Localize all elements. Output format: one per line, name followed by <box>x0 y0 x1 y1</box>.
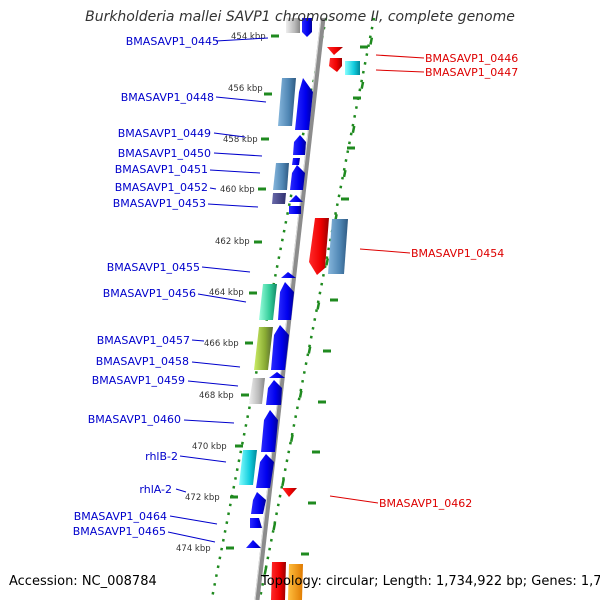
accession-label: Accession: NC_008784 <box>9 574 157 589</box>
gene-label[interactable]: BMASAVP1_0450 <box>118 147 211 160</box>
gene-label[interactable]: BMASAVP1_0464 <box>74 510 167 523</box>
tick-label: 454 kbp <box>231 32 266 42</box>
gene-label[interactable]: BMASAVP1_0455 <box>107 261 200 274</box>
gene-label[interactable]: BMASAVP1_0446 <box>425 52 518 65</box>
gene-label[interactable]: BMASAVP1_0452 <box>115 181 208 194</box>
tick-label: 466 kbp <box>204 339 239 349</box>
gene-0453-arrow <box>289 206 301 214</box>
gene-0459-block <box>249 378 265 404</box>
gene-label[interactable]: BMASAVP1_0456 <box>103 287 196 300</box>
gene-label[interactable]: BMASAVP1_0457 <box>97 334 190 347</box>
gene-label[interactable]: BMASAVP1_0445 <box>126 35 219 48</box>
gene-0456-block <box>259 284 277 320</box>
gene-label[interactable]: BMASAVP1_0448 <box>121 91 214 104</box>
reverse-features <box>271 47 360 600</box>
gene-0448-arrow <box>295 78 313 130</box>
gene-0451-block <box>273 163 289 190</box>
gene-0455-arrow <box>281 272 296 278</box>
gene-0453-block <box>272 193 286 204</box>
gene-0458-arrow <box>269 372 285 378</box>
gene-0449-arrow <box>293 135 306 155</box>
gene-0451-arrow <box>290 165 305 190</box>
gene-0454-block <box>328 219 348 274</box>
rhlA-2-arrow <box>251 492 266 514</box>
gene-label[interactable]: rhlA-2 <box>139 483 172 496</box>
reverse-leaders <box>329 54 425 504</box>
forward-features <box>239 18 313 548</box>
tick-label: 470 kbp <box>192 442 227 452</box>
forward-gene-labels: BMASAVP1_0445 BMASAVP1_0448 BMASAVP1_044… <box>73 35 219 538</box>
gene-label[interactable]: BMASAVP1_0465 <box>73 525 166 538</box>
gene-0445-block <box>286 18 300 33</box>
rhlB-2-arrow <box>256 454 274 488</box>
gene-label[interactable]: BMASAVP1_0458 <box>96 355 189 368</box>
gene-label[interactable]: rhlB-2 <box>145 450 178 463</box>
gene-label[interactable]: BMASAVP1_0447 <box>425 66 518 79</box>
gene-0450-arrow <box>292 158 300 165</box>
gene-0445-arrow <box>302 18 312 37</box>
gene-0446-arrow <box>327 47 343 55</box>
gene-label[interactable]: BMASAVP1_0454 <box>411 247 504 260</box>
tick-label: 458 kbp <box>223 135 258 145</box>
gene-0460-arrow <box>261 410 278 452</box>
tick-label: 462 kbp <box>215 237 250 247</box>
reverse-gene-labels: BMASAVP1_0446 BMASAVP1_0447 BMASAVP1_045… <box>379 52 518 510</box>
gene-0464-arrow <box>250 518 262 528</box>
gene-0452-arrow <box>289 195 303 202</box>
gene-label[interactable]: BMASAVP1_0453 <box>113 197 206 210</box>
rhlB-2-block <box>239 450 257 485</box>
gene-label[interactable]: BMASAVP1_0460 <box>88 413 181 426</box>
gene-0447-block <box>345 61 360 75</box>
map-title: Burkholderia mallei SAVP1 chromosome II,… <box>85 9 515 25</box>
tick-label: 464 kbp <box>209 288 244 298</box>
tick-label: 472 kbp <box>185 493 220 503</box>
tick-label: 468 kbp <box>199 391 234 401</box>
genome-summary: Topology: circular; Length: 1,734,922 bp… <box>261 574 600 589</box>
tick-label: 460 kbp <box>220 185 255 195</box>
tick-label: 474 kbp <box>176 544 211 554</box>
gene-0454-arrow <box>309 218 329 275</box>
gene-0462-arrow <box>282 488 297 497</box>
gene-label[interactable]: BMASAVP1_0462 <box>379 497 472 510</box>
gene-label[interactable]: BMASAVP1_0451 <box>115 163 208 176</box>
forward-leaders <box>167 37 269 543</box>
gene-0457-arrow <box>271 325 289 370</box>
gene-0457-block <box>254 327 273 370</box>
gene-0448-block <box>278 78 296 126</box>
gene-0459-arrow <box>266 380 282 405</box>
bottom-orange-block <box>288 564 303 600</box>
gene-0456-arrow <box>278 282 294 320</box>
gene-0447-arrow <box>329 58 342 72</box>
gene-label[interactable]: BMASAVP1_0459 <box>92 374 185 387</box>
bottom-red-block <box>271 562 286 600</box>
scale-ticks <box>226 34 279 550</box>
gene-0465-arrow <box>246 540 261 548</box>
gene-label[interactable]: BMASAVP1_0449 <box>118 127 211 140</box>
tick-label: 456 kbp <box>228 84 263 94</box>
